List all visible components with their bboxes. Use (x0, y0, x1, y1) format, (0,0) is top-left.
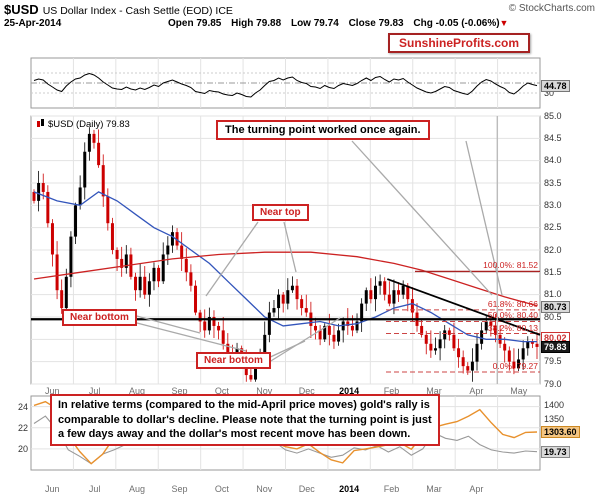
chart-title: US Dollar Index - Cash Settle (EOD) ICE (42, 5, 233, 17)
close-price-box: 79.83 (541, 340, 570, 353)
callout-lines (132, 140, 503, 365)
close-label: Close (348, 18, 376, 29)
low-label: Low (290, 18, 311, 29)
high-value: 79.88 (256, 18, 282, 29)
symbol: $USD (4, 2, 39, 17)
copyright: © StockCharts.com (508, 3, 595, 14)
chg-value: -0.05 (-0.06%) (435, 18, 500, 29)
open-label: Open (168, 18, 194, 29)
chart-header: $USD US Dollar Index - Cash Settle (EOD) … (4, 2, 233, 17)
ma200-value-box: 80.73 (541, 300, 570, 313)
annotation-near-bottom-1: Near bottom (62, 309, 137, 326)
candlestick-icon (37, 119, 44, 127)
down-arrow-icon: ▼ (499, 18, 509, 28)
ohlc-row: Open 79.85 High 79.88 Low 79.74 Close 79… (168, 18, 515, 29)
annotation-turning-point: The turning point worked once again. (216, 120, 430, 140)
silver-line (33, 401, 538, 465)
plot-title: $USD (Daily) 79.83 (36, 119, 130, 130)
annotation-near-bottom-2: Near bottom (196, 352, 271, 369)
momentum-value-box: 44.78 (541, 79, 570, 92)
plot-title-text: $USD (Daily) 79.83 (48, 119, 130, 130)
low-value: 79.74 (313, 18, 339, 29)
silver-value-box: 19.73 (541, 445, 570, 458)
annotation-bottom-note: In relative terms (compared to the mid-A… (50, 394, 440, 446)
annotation-near-top: Near top (252, 204, 309, 221)
high-label: High (231, 18, 254, 29)
watermark-badge: SunshineProfits.com (388, 33, 531, 53)
gold-value-box: 1303.60 (541, 425, 580, 438)
chart-date: 25-Apr-2014 (4, 18, 62, 29)
open-value: 79.85 (196, 18, 222, 29)
chg-label: Chg (413, 18, 433, 29)
momentum-line (33, 72, 538, 98)
close-value: 79.83 (378, 18, 404, 29)
